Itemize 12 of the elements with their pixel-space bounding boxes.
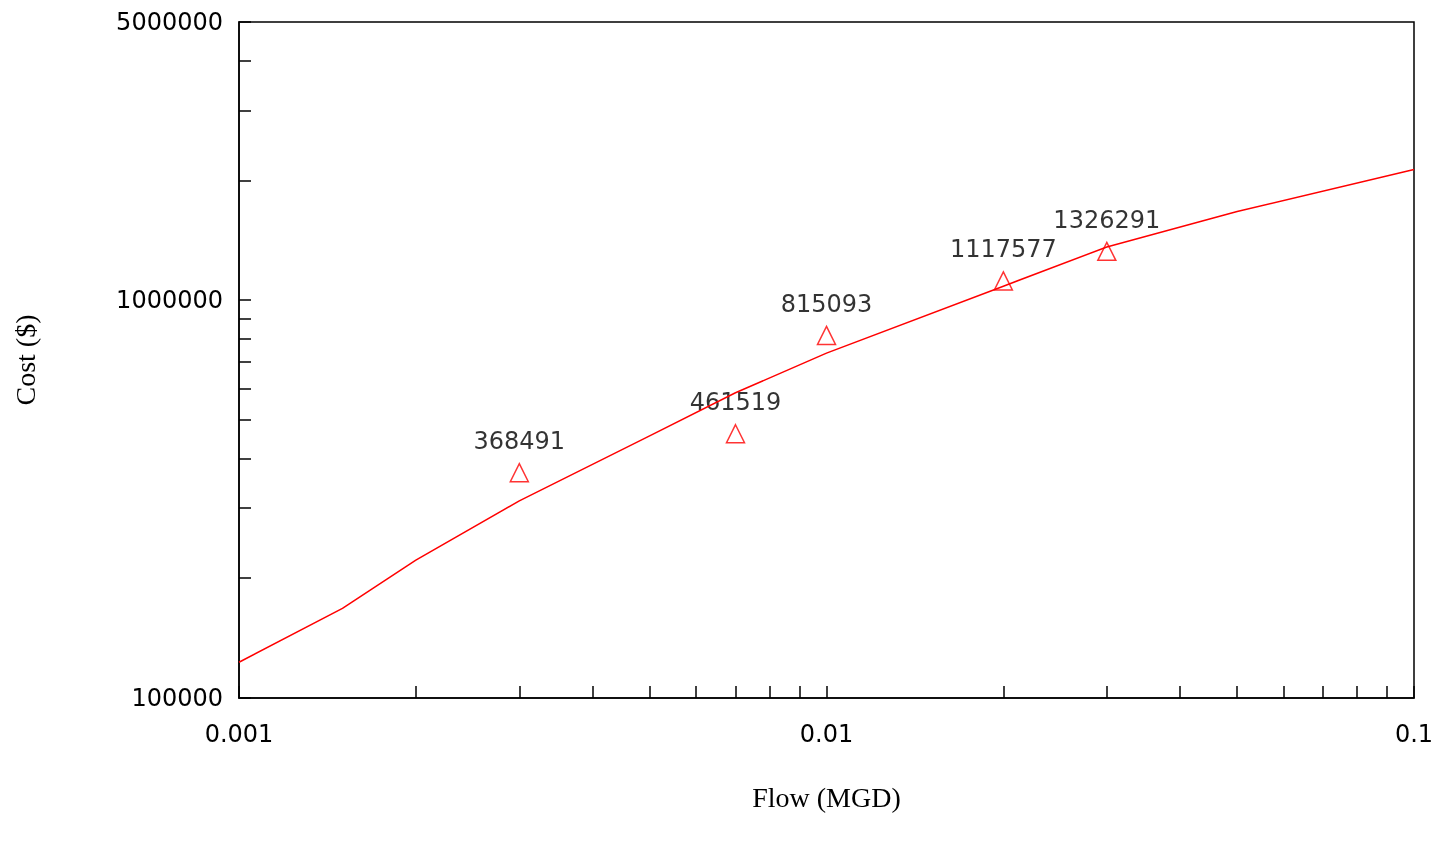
data-label: 368491 bbox=[473, 426, 566, 455]
data-label: 1117577 bbox=[949, 235, 1057, 264]
y-tick-label: 5000000 bbox=[116, 8, 223, 36]
x-tick-label: 0.1 bbox=[1394, 720, 1434, 748]
x-tick-label: 0.001 bbox=[204, 720, 274, 748]
x-axis-title: Flow (MGD) bbox=[752, 781, 901, 813]
y-axis-title: Cost ($) bbox=[9, 314, 41, 406]
data-label: 1326291 bbox=[1053, 205, 1161, 234]
y-tick-label: 100000 bbox=[131, 684, 223, 712]
x-tick-label: 0.01 bbox=[799, 720, 854, 748]
y-tick-label: 1000000 bbox=[116, 286, 223, 315]
data-label: 815093 bbox=[780, 289, 873, 318]
